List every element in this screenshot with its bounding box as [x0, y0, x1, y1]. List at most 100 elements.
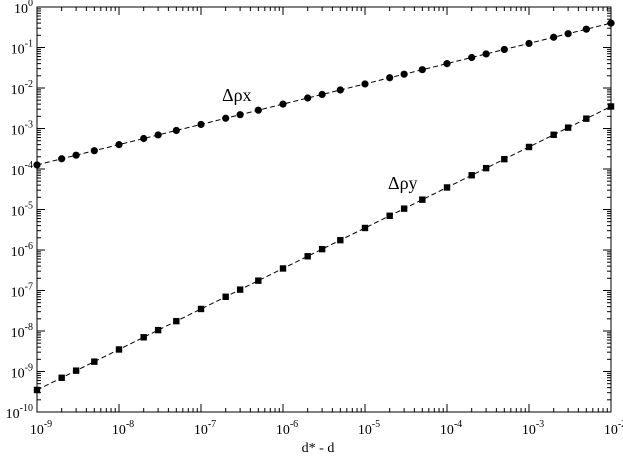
y-tick-label: 100: [14, 0, 33, 17]
marker: [607, 19, 615, 27]
marker: [236, 111, 244, 119]
tick-exp: -9: [44, 419, 52, 430]
y-tick-label: 10-7: [11, 282, 33, 301]
marker: [91, 358, 98, 365]
y-tick-label: 10-6: [11, 241, 33, 260]
marker: [173, 317, 180, 325]
y-tick-label: 10-8: [11, 322, 33, 341]
series-label: Δρy: [388, 173, 418, 193]
x-tick-label: 10-8: [112, 419, 134, 438]
marker: [318, 245, 326, 253]
marker: [550, 131, 557, 138]
tick-exp: -3: [25, 120, 33, 131]
marker: [140, 334, 147, 341]
tick-base: 10: [30, 423, 44, 438]
marker: [564, 30, 572, 38]
marker: [501, 155, 508, 163]
series-line: [36, 106, 612, 391]
marker: [361, 224, 369, 232]
marker: [254, 106, 262, 114]
tick-base: 10: [11, 83, 25, 98]
tick-base: 10: [11, 124, 25, 139]
tick-base: 10: [11, 326, 25, 341]
marker: [197, 305, 205, 313]
marker: [468, 53, 476, 62]
marker: [255, 277, 262, 284]
marker: [140, 134, 148, 143]
y-tick-label: 10-2: [11, 79, 33, 98]
x-tick-label: 10-6: [276, 419, 298, 438]
marker: [337, 236, 344, 244]
marker: [400, 70, 408, 78]
tick-exp: -6: [25, 241, 33, 252]
marker: [386, 74, 394, 82]
tick-exp: -7: [208, 419, 216, 430]
marker: [525, 39, 533, 48]
tick-base: 10: [11, 205, 25, 220]
tick-base: 10: [11, 286, 25, 301]
tick-exp: -5: [25, 201, 33, 212]
tick-exp: -4: [25, 160, 33, 171]
marker: [361, 80, 369, 88]
marker: [443, 184, 451, 191]
tick-base: 10: [440, 423, 454, 438]
marker: [115, 346, 123, 353]
marker: [304, 94, 312, 102]
marker: [482, 50, 490, 58]
tick-exp: -8: [126, 419, 134, 430]
marker: [582, 25, 590, 33]
marker: [154, 326, 162, 334]
x-tick-label: 10-5: [358, 419, 380, 438]
marker: [72, 367, 80, 374]
series-label: Δρx: [222, 85, 252, 105]
marker: [33, 386, 41, 394]
tick-exp: -2: [25, 79, 33, 90]
tick-base: 10: [14, 2, 28, 17]
tick-exp: -2: [618, 419, 623, 430]
series-line: [36, 22, 612, 166]
y-tick-label: 10-1: [11, 39, 33, 58]
tick-exp: -3: [536, 419, 544, 430]
y-tick-label: 10-3: [11, 120, 33, 139]
marker: [443, 60, 451, 68]
plot-frame: [36, 6, 612, 413]
marker: [72, 151, 80, 159]
marker: [172, 126, 180, 135]
marker: [500, 45, 508, 54]
x-tick-label: 10-2: [604, 419, 623, 438]
tick-base: 10: [11, 367, 25, 382]
tick-base: 10: [112, 423, 126, 438]
tick-base: 10: [604, 423, 618, 438]
tick-base: 10: [11, 245, 25, 260]
marker: [482, 164, 490, 172]
x-tick-label: 10-4: [440, 419, 462, 438]
marker: [386, 212, 393, 219]
marker: [154, 131, 162, 139]
marker: [564, 124, 572, 131]
tick-exp: -8: [25, 322, 33, 333]
tick-exp: -10: [20, 403, 33, 414]
tick-base: 10: [194, 423, 208, 438]
marker: [197, 120, 205, 129]
tick-exp: -6: [290, 419, 298, 430]
tick-exp: 0: [28, 0, 33, 9]
tick-exp: -9: [25, 363, 33, 374]
marker: [279, 100, 287, 108]
marker: [304, 253, 311, 260]
x-tick-label: 10-7: [194, 419, 216, 438]
tick-base: 10: [358, 423, 372, 438]
marker: [336, 86, 344, 94]
marker: [400, 205, 408, 212]
tick-exp: -5: [372, 419, 380, 430]
marker: [550, 33, 558, 41]
tick-exp: -4: [454, 419, 462, 430]
marker: [115, 141, 123, 149]
x-tick-label: 10-3: [522, 419, 544, 438]
marker: [418, 66, 426, 74]
marker: [58, 155, 66, 163]
marker: [236, 286, 244, 293]
marker: [58, 374, 65, 381]
marker: [607, 103, 615, 110]
marker: [318, 90, 326, 99]
marker: [419, 196, 426, 203]
